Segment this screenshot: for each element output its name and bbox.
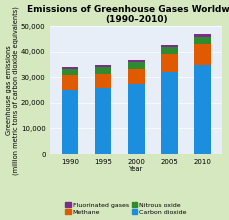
X-axis label: Year: Year — [129, 166, 143, 172]
Bar — [161, 45, 177, 47]
Title: Emissions of Greenhouse Gases Worldwide
(1990–2010): Emissions of Greenhouse Gases Worldwide … — [27, 5, 229, 24]
Bar — [95, 67, 112, 74]
Bar — [128, 62, 144, 68]
Legend: Fluorinated gases, Methane, Nitrous oxide, Carbon dioxide: Fluorinated gases, Methane, Nitrous oxid… — [65, 202, 187, 215]
Bar — [62, 67, 79, 68]
Bar — [128, 84, 144, 154]
Bar — [161, 55, 177, 72]
Bar — [128, 60, 144, 62]
Bar — [62, 68, 79, 75]
Bar — [194, 65, 211, 154]
Bar — [95, 74, 112, 88]
Y-axis label: Greenhouse gas emissions
(million metric tons of carbon dioxide equivalents): Greenhouse gas emissions (million metric… — [6, 6, 19, 175]
Bar — [194, 37, 211, 44]
Bar — [194, 33, 211, 37]
Bar — [128, 68, 144, 84]
Bar — [95, 65, 112, 67]
Bar — [194, 44, 211, 65]
Bar — [62, 90, 79, 154]
Bar — [62, 75, 79, 90]
Bar — [95, 88, 112, 154]
Bar — [161, 72, 177, 154]
Bar — [161, 47, 177, 55]
